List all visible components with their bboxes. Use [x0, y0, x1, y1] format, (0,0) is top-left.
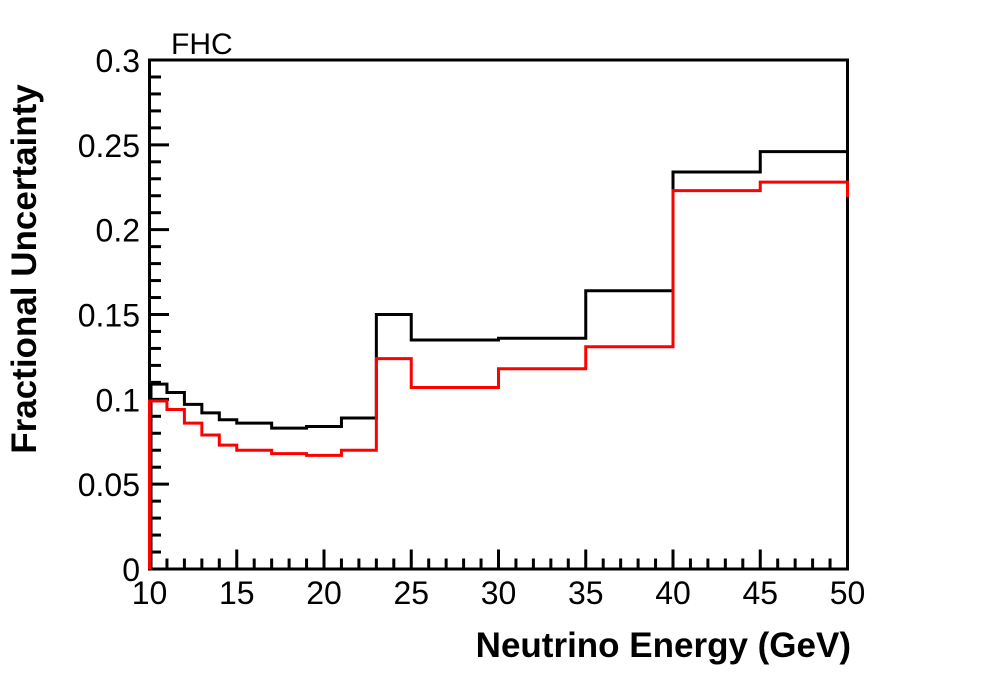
y-tick-label: 0.3	[96, 43, 140, 79]
x-tick-label: 50	[830, 575, 866, 611]
x-tick-label: 10	[132, 575, 168, 611]
plot-frame	[148, 58, 849, 571]
y-tick-label: 0.15	[78, 298, 140, 334]
x-tick-label: 15	[219, 575, 255, 611]
y-tick-label: 0.1	[96, 382, 140, 418]
y-tick-label: 0.25	[78, 128, 140, 164]
y-tick-label: 0.05	[78, 467, 140, 503]
x-tick-label: 30	[481, 575, 517, 611]
x-tick-label: 45	[742, 575, 778, 611]
axis-ticks	[148, 58, 849, 571]
x-tick-label: 35	[568, 575, 604, 611]
x-tick-label: 25	[393, 575, 429, 611]
y-tick-label: 0.2	[96, 213, 140, 249]
red-uncertainty-histogram	[148, 180, 849, 569]
plot-frame-border	[148, 58, 849, 571]
black-uncertainty-histogram	[149, 150, 848, 569]
histogram-series	[148, 150, 849, 569]
y-axis-title: Fractional Uncertainty	[5, 84, 44, 454]
x-tick-label: 20	[306, 575, 342, 611]
x-tick-label: 40	[655, 575, 691, 611]
y-tick-label: 0	[122, 552, 140, 588]
x-axis-title: Neutrino Energy (GeV)	[476, 626, 851, 665]
plot-title: FHC	[171, 28, 233, 61]
axis-tick-labels: 10 15 20 25 30 35 40 45 50 0 0.05 0.1 0.15 0.2 0.25 0.3	[78, 43, 866, 611]
